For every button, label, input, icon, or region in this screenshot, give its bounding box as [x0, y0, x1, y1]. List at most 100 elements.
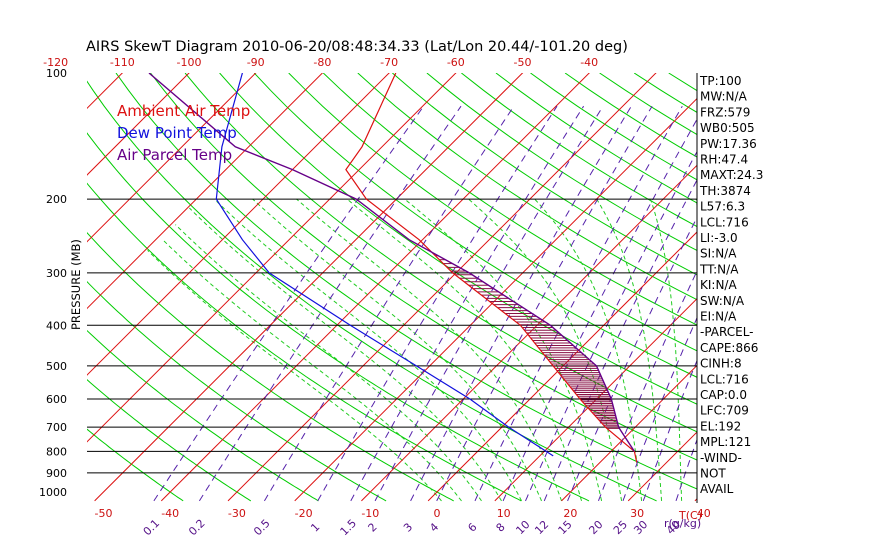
- index-item: KI:N/A: [700, 278, 737, 292]
- dry-adiabat: [87, 182, 522, 502]
- dry-adiabat: [184, 73, 697, 433]
- index-item: TH:3874: [699, 184, 751, 198]
- pressure-tick-label: 600: [46, 393, 67, 406]
- dry-adiabat: [392, 73, 697, 276]
- temp-tick-top: -120: [43, 56, 68, 69]
- temp-tick-bottom: 0: [434, 507, 441, 520]
- temp-tick-top: -70: [380, 56, 398, 69]
- mixing-ratio-line: [543, 178, 697, 502]
- pressure-tick-label: 700: [46, 421, 67, 434]
- index-item: MW:N/A: [700, 90, 748, 104]
- pressure-tick-label: 400: [46, 319, 67, 332]
- isotherm: [361, 164, 697, 502]
- index-item: TP:100: [699, 74, 742, 88]
- temp-tick-top: -60: [447, 56, 465, 69]
- pressure-tick-label: 900: [46, 467, 67, 480]
- index-item: PW:17.36: [700, 137, 757, 151]
- temp-tick-bottom: -10: [361, 507, 379, 520]
- mixing-ratio-tick-label: 0.5: [251, 517, 273, 539]
- mixing-ratio-line: [567, 216, 697, 502]
- isotherm: [427, 231, 697, 502]
- index-item: LI:-3.0: [700, 231, 738, 245]
- isotherm: [87, 73, 457, 443]
- temp-tick-top: -40: [580, 56, 598, 69]
- moist-adiabat: [213, 198, 522, 502]
- mixing-ratio-line: [410, 105, 632, 502]
- legend-ambient: Ambient Air Temp: [117, 102, 250, 120]
- index-item: LCL:716: [700, 372, 749, 386]
- isotherm: [94, 73, 524, 502]
- temp-tick-bottom: -30: [228, 507, 246, 520]
- dry-adiabat: [322, 73, 697, 326]
- mixing-ratio-line: [675, 438, 697, 502]
- index-item: -PARCEL-: [700, 325, 754, 339]
- moist-adiabat: [252, 198, 542, 502]
- temp-tick-bottom: 10: [497, 507, 511, 520]
- temp-tick-bottom: -50: [95, 507, 113, 520]
- temp-tick-top: -90: [247, 56, 265, 69]
- dry-adiabat: [87, 329, 319, 502]
- dry-adiabat: [87, 280, 387, 502]
- mixing-ratio-tick-label: 8: [494, 520, 508, 534]
- mixing-ratio-unit-label: r(g/kg): [664, 517, 701, 530]
- index-item: EI:N/A: [700, 310, 737, 324]
- legend-parcel: Air Parcel Temp: [117, 146, 232, 164]
- pressure-tick-label: 200: [46, 193, 67, 206]
- mixing-ratio-line: [374, 105, 604, 502]
- legend: Ambient Air Temp Dew Point Temp Air Parc…: [117, 102, 250, 164]
- series-ambient-air-temp: [345, 73, 638, 463]
- mixing-ratio-line: [525, 150, 697, 502]
- moist-adiabat: [596, 198, 663, 501]
- dry-adiabat: [426, 73, 697, 252]
- mixing-ratio-tick-label: 4: [427, 520, 441, 534]
- x-axis-unit-label: T(C): [678, 509, 702, 522]
- chart-title: AIRS SkewT Diagram 2010-06-20/08:48:34.3…: [86, 39, 628, 55]
- y-axis-label: PRESSURE (MB): [69, 239, 83, 330]
- dry-adiabat: [807, 73, 870, 501]
- dry-adiabat: [87, 428, 184, 502]
- index-item: L57:6.3: [700, 200, 745, 214]
- mixing-ratio-line: [436, 105, 653, 502]
- index-item: SI:N/A: [700, 247, 737, 261]
- index-item: CAPE:866: [700, 341, 758, 355]
- moist-adiabat: [162, 239, 462, 502]
- pressure-tick-label: 300: [46, 267, 67, 280]
- mixing-ratio-line: [642, 359, 697, 502]
- mixing-ratio-tick-label: 12: [532, 518, 551, 537]
- moist-adiabat: [175, 224, 482, 502]
- mixing-ratio-tick-label: 0.2: [186, 517, 208, 539]
- isotherm: [762, 64, 870, 501]
- temp-tick-top: -110: [110, 56, 135, 69]
- index-item: MPL:121: [700, 435, 751, 449]
- moist-adiabat: [189, 207, 502, 502]
- temp-tick-bottom: 20: [563, 507, 577, 520]
- isotherm: [494, 297, 697, 502]
- moist-adiabat: [296, 198, 562, 502]
- index-item: TT:N/A: [699, 262, 739, 276]
- dry-adiabat: [842, 73, 870, 501]
- temp-tick-bottom: -40: [161, 507, 179, 520]
- mixing-ratio-line: [598, 269, 697, 502]
- temp-tick-top: -50: [514, 56, 532, 69]
- index-item: WB0:505: [700, 121, 755, 135]
- isotherm: [87, 73, 390, 376]
- mixing-ratio-line: [350, 105, 585, 502]
- mixing-ratio-tick-label: 3: [401, 520, 415, 534]
- moist-adiabat: [346, 198, 582, 502]
- temp-tick-top: -80: [313, 56, 331, 69]
- index-item: AVAIL: [700, 482, 734, 496]
- mixing-ratio-tick-label: 20: [586, 518, 605, 537]
- index-item: -WIND-: [700, 451, 742, 465]
- index-item: LFC:709: [700, 404, 749, 418]
- pressure-tick-label: 1000: [39, 486, 67, 499]
- isotherm: [87, 73, 124, 110]
- index-item: MAXT:24.3: [700, 168, 763, 182]
- temp-tick-bottom: 30: [630, 507, 644, 520]
- dry-adiabat: [495, 73, 697, 204]
- dry-adiabat: [219, 73, 697, 405]
- mixing-ratio-tick-label: 1: [308, 520, 322, 534]
- dry-adiabat: [87, 132, 590, 502]
- legend-dewpoint: Dew Point Temp: [117, 124, 237, 142]
